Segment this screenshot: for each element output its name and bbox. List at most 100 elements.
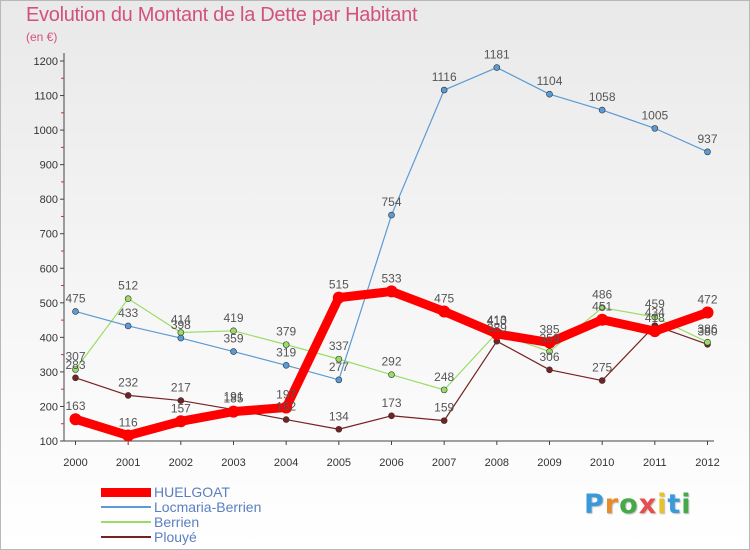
data-point	[72, 308, 79, 315]
x-tick-label: 2001	[116, 457, 140, 469]
data-label: 159	[434, 401, 454, 415]
data-point	[388, 412, 395, 420]
legend-swatch	[101, 506, 151, 508]
data-label: 418	[645, 311, 665, 325]
x-tick-label: 2009	[537, 457, 561, 469]
data-label: 414	[171, 313, 191, 327]
data-point	[546, 90, 553, 98]
data-label: 191	[223, 390, 243, 404]
data-label: 283	[65, 358, 85, 372]
data-label: 937	[697, 132, 717, 146]
y-tick-label: 800	[40, 194, 58, 206]
y-tick-label: 600	[40, 263, 58, 275]
legend-swatch	[101, 536, 151, 538]
data-point	[282, 416, 290, 423]
data-labels-layer: 163 116 157 185 197 515 533 475 410 385 451 418 472 4…	[65, 48, 717, 430]
data-label: 1058	[589, 90, 616, 104]
data-point	[282, 341, 290, 348]
data-label: 337	[329, 339, 349, 353]
data-label: 389	[487, 321, 507, 335]
data-label: 162	[276, 400, 296, 414]
y-tick-label: 1100	[34, 91, 58, 103]
data-point	[438, 305, 451, 318]
series-huelgoat	[69, 285, 714, 442]
data-point	[440, 417, 448, 424]
data-label: 433	[118, 306, 138, 320]
x-tick-label: 2004	[274, 457, 298, 469]
data-label: 413	[487, 313, 507, 327]
data-label: 197	[276, 387, 296, 401]
x-tick-label: 2012	[695, 457, 719, 469]
data-point	[72, 366, 79, 373]
y-tick-label: 900	[40, 160, 58, 172]
y-tick-label: 700	[40, 229, 58, 241]
data-label: 1181	[484, 48, 510, 62]
data-point	[701, 306, 714, 319]
legend-label: Locmaria-Berrien	[154, 499, 262, 515]
data-point	[230, 348, 237, 355]
data-label: 306	[539, 350, 559, 364]
legend-label: Berrien	[154, 514, 200, 530]
data-point	[440, 86, 448, 94]
data-point	[177, 397, 185, 404]
data-label: 754	[381, 195, 401, 209]
data-point	[598, 106, 606, 114]
data-label: 359	[539, 332, 559, 346]
data-label: 116	[119, 415, 138, 429]
data-label: 486	[592, 288, 612, 302]
logo-letter: i	[657, 489, 668, 520]
legend-swatch	[101, 521, 151, 523]
data-point	[230, 327, 237, 335]
data-label: 410	[487, 314, 507, 328]
data-point	[651, 313, 659, 321]
data-label: 307	[65, 349, 85, 363]
legend-label: Plouyé	[154, 529, 197, 545]
data-label: 385	[539, 323, 559, 337]
x-tick-label: 2005	[327, 457, 351, 469]
data-label: 275	[592, 361, 612, 375]
axes: 100 200 300 400 500 600 700 800 900 1000 1100 1200 2…	[34, 53, 720, 469]
data-point	[385, 285, 398, 298]
logo-letter: r	[604, 489, 620, 520]
data-point	[332, 291, 345, 304]
data-point	[69, 413, 82, 426]
y-tick-label: 200	[40, 401, 58, 413]
proxiti-logo: Proxiti	[584, 489, 692, 520]
series-line	[74, 66, 709, 381]
data-point	[177, 334, 185, 342]
chart-title: Evolution du Montant de la Dette par Hab…	[26, 4, 418, 26]
data-label: 1116	[432, 70, 457, 84]
data-label: 1005	[641, 108, 668, 122]
data-point	[174, 415, 187, 428]
data-point	[124, 392, 132, 399]
data-label: 319	[276, 345, 296, 359]
data-point	[598, 304, 606, 311]
data-point	[704, 148, 711, 156]
y-tick-label: 1200	[34, 56, 58, 68]
data-label: 379	[276, 325, 296, 339]
data-point	[282, 362, 290, 369]
data-point	[648, 325, 661, 338]
data-label: 434	[645, 306, 665, 320]
y-tick-label: 500	[40, 298, 58, 310]
data-label: 386	[697, 322, 717, 336]
x-tick-label: 2008	[485, 457, 509, 469]
data-label: 163	[65, 399, 85, 413]
data-point	[546, 366, 553, 374]
data-point	[72, 374, 79, 382]
x-tick-label: 2003	[221, 457, 245, 469]
data-point	[227, 405, 240, 418]
data-label: 248	[434, 370, 454, 384]
data-label: 185	[223, 392, 243, 406]
x-tick-label: 2002	[169, 457, 193, 469]
series-berrien	[72, 295, 711, 394]
data-point	[280, 401, 293, 414]
series-layer	[69, 64, 714, 442]
series-locmaria-berrien	[72, 64, 711, 384]
logo-letter: t	[667, 489, 682, 520]
data-label: 380	[697, 324, 717, 338]
data-point	[596, 313, 609, 326]
data-point	[490, 327, 503, 340]
